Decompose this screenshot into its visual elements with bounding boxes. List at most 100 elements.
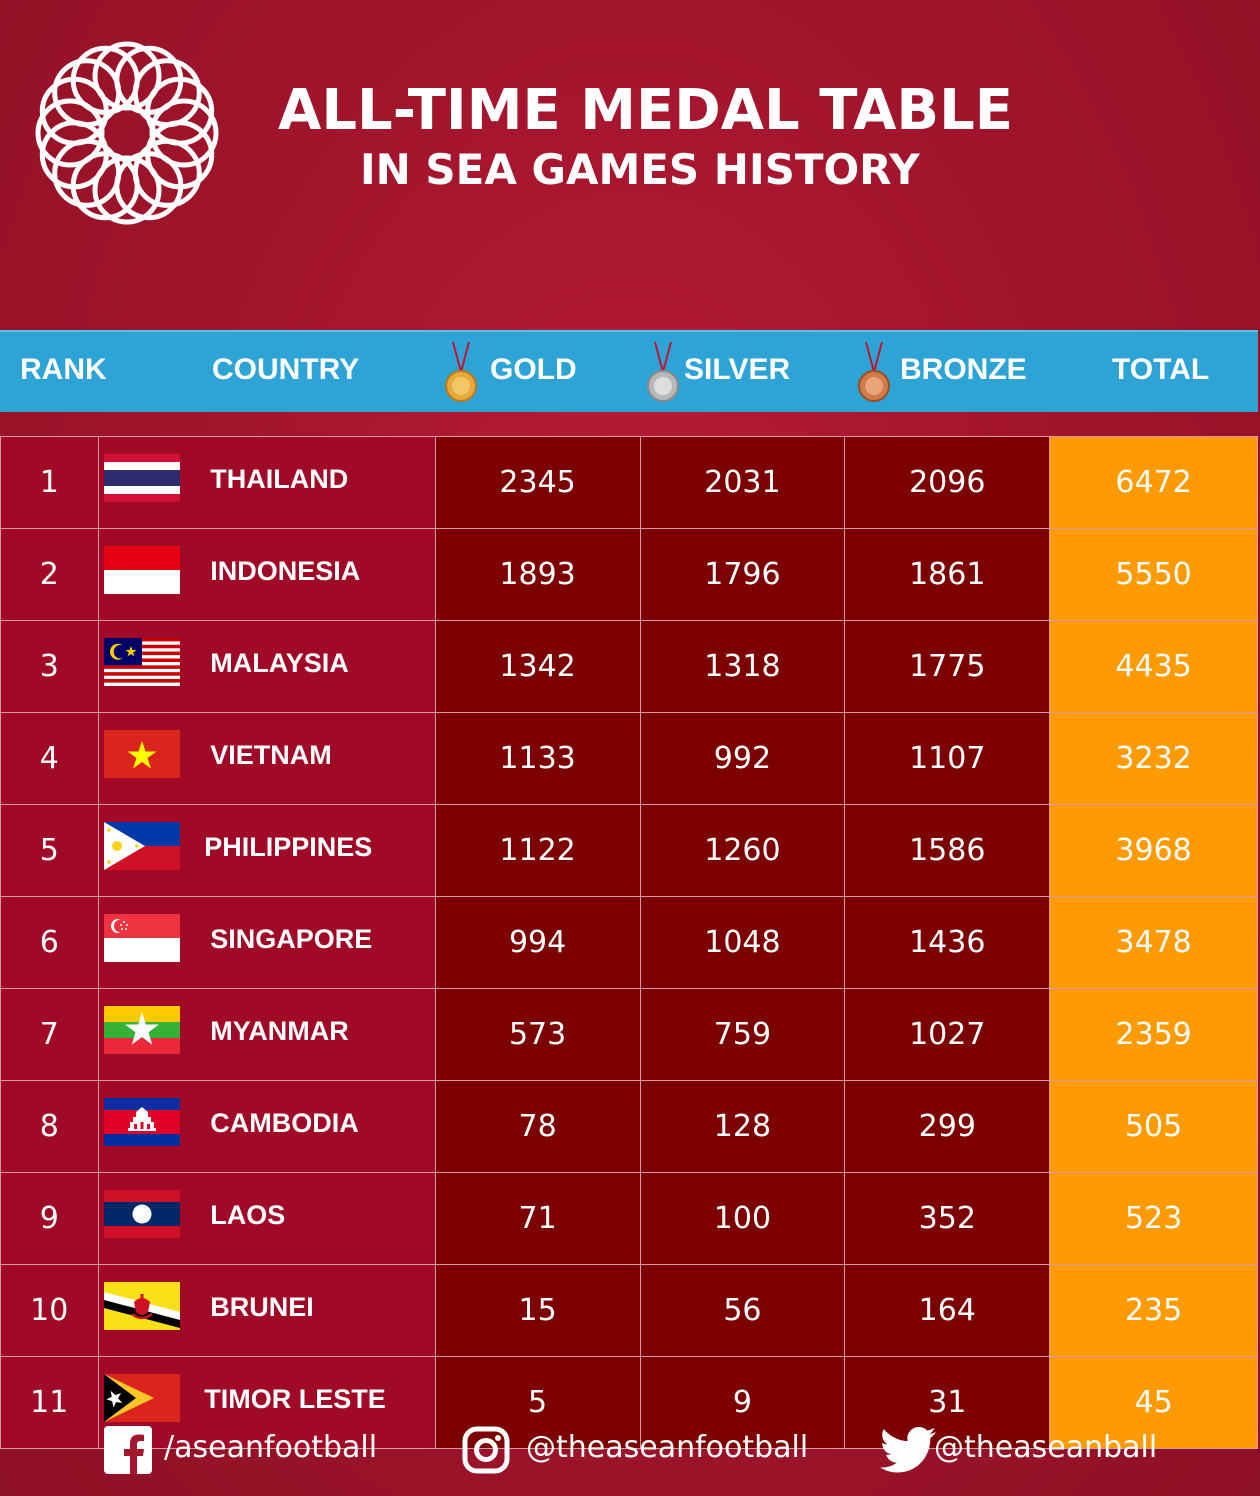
table-row: 2 INDONESIA 1893 1796 1861 5550 (0, 528, 1258, 621)
total-cell: 3968 (1049, 804, 1258, 897)
country-cell: CAMBODIA (192, 1080, 436, 1173)
rank-cell: 3 (0, 620, 99, 713)
sea-games-logo-icon (35, 41, 219, 225)
rank-cell: 5 (0, 804, 99, 897)
table-row: 7 MYANMAR 573 759 1027 2359 (0, 988, 1258, 1081)
rank-cell: 10 (0, 1264, 99, 1357)
total-cell: 523 (1049, 1172, 1258, 1265)
cambodia-flag-icon (103, 1097, 180, 1146)
country-cell: SINGAPORE (192, 896, 436, 989)
table-row: 4 VIETNAM 1133 992 1107 3232 (0, 712, 1258, 805)
gold-cell: 994 (434, 896, 641, 989)
thailand-flag-icon (103, 453, 180, 502)
gold-cell: 1122 (434, 804, 641, 897)
bronze-cell: 299 (844, 1080, 1051, 1173)
total-cell: 235 (1049, 1264, 1258, 1357)
malaysia-flag-icon (103, 637, 180, 686)
total-cell: 3232 (1049, 712, 1258, 805)
country-cell: INDONESIA (192, 528, 436, 621)
flag-cell (97, 528, 193, 621)
twitter-handle[interactable]: @theaseanball (934, 1430, 1158, 1465)
gold-cell: 1342 (434, 620, 641, 713)
bronze-cell: 1775 (844, 620, 1051, 713)
table-row: 9 LAOS 71 100 352 523 (0, 1172, 1258, 1265)
rank-cell: 2 (0, 528, 99, 621)
total-cell: 4435 (1049, 620, 1258, 713)
rank-cell: 9 (0, 1172, 99, 1265)
gold-cell: 78 (434, 1080, 641, 1173)
header-silver: SILVER (684, 353, 791, 386)
total-cell: 2359 (1049, 988, 1258, 1081)
flag-cell (97, 988, 193, 1081)
silver-cell: 9 (639, 1356, 846, 1449)
gold-cell: 1893 (434, 528, 641, 621)
silver-cell: 759 (639, 988, 846, 1081)
rank-cell: 8 (0, 1080, 99, 1173)
silver-cell: 2031 (639, 436, 846, 529)
bronze-cell: 31 (844, 1356, 1051, 1449)
total-cell: 5550 (1049, 528, 1258, 621)
bronze-cell: 2096 (844, 436, 1051, 529)
singapore-flag-icon (103, 913, 180, 962)
rank-cell: 6 (0, 896, 99, 989)
gold-cell: 2345 (434, 436, 641, 529)
table-row: 10 BRUNEI 15 56 164 235 (0, 1264, 1258, 1357)
header-country: COUNTRY (212, 353, 360, 386)
flag-cell (97, 620, 193, 713)
rank-cell: 11 (0, 1356, 99, 1449)
country-cell: VIETNAM (192, 712, 436, 805)
flag-cell (97, 896, 193, 989)
bronze-cell: 1027 (844, 988, 1051, 1081)
gold-medal-icon (445, 342, 477, 402)
silver-cell: 1318 (639, 620, 846, 713)
flag-cell (97, 1080, 193, 1173)
total-cell: 6472 (1049, 436, 1258, 529)
rank-cell: 4 (0, 712, 99, 805)
country-cell: PHILIPPINES (192, 804, 436, 897)
indonesia-flag-icon (103, 545, 180, 594)
laos-flag-icon (103, 1189, 180, 1238)
header-bronze: BRONZE (900, 353, 1027, 386)
bronze-cell: 1107 (844, 712, 1051, 805)
rank-cell: 1 (0, 436, 99, 529)
bronze-cell: 1436 (844, 896, 1051, 989)
vietnam-flag-icon (103, 729, 180, 778)
page-title: ALL-TIME MEDAL TABLE IN SEA GAMES HISTOR… (278, 78, 1018, 196)
title-line-1: ALL-TIME MEDAL TABLE (278, 78, 1014, 143)
table-row: 11 TIMOR LESTE 5 9 31 45 (0, 1356, 1258, 1449)
silver-cell: 1260 (639, 804, 846, 897)
gold-cell: 573 (434, 988, 641, 1081)
flag-cell (97, 804, 193, 897)
total-cell: 505 (1049, 1080, 1258, 1173)
facebook-icon[interactable] (104, 1426, 152, 1474)
philippines-flag-icon (103, 821, 180, 870)
country-cell: MALAYSIA (192, 620, 436, 713)
table-header: RANK COUNTRY GOLD SILVER BRONZE TOTAL (0, 330, 1258, 412)
gold-cell: 15 (434, 1264, 641, 1357)
silver-cell: 56 (639, 1264, 846, 1357)
title-line-2: IN SEA GAMES HISTORY (360, 145, 920, 194)
myanmar-flag-icon (103, 1005, 180, 1054)
country-cell: MYANMAR (192, 988, 436, 1081)
bronze-cell: 352 (844, 1172, 1051, 1265)
country-cell: BRUNEI (192, 1264, 436, 1357)
silver-medal-icon (647, 342, 679, 402)
bronze-cell: 164 (844, 1264, 1051, 1357)
table-row: 8 CAMBODIA 78 128 299 505 (0, 1080, 1258, 1173)
brunei-flag-icon (103, 1281, 180, 1330)
silver-cell: 1048 (639, 896, 846, 989)
facebook-handle[interactable]: /aseanfootball (164, 1430, 378, 1465)
flag-cell (97, 1264, 193, 1357)
bronze-medal-icon (858, 342, 890, 402)
medal-table: 1 THAILAND 2345 2031 2096 6472 2 INDONESIA 1893 1… (0, 436, 1258, 1449)
instagram-handle[interactable]: @theaseanfootball (526, 1430, 809, 1465)
table-row: 1 THAILAND 2345 2031 2096 6472 (0, 436, 1258, 529)
table-row: 5 PHILIPPINES 1122 1260 1586 3968 (0, 804, 1258, 897)
header-gold: GOLD (490, 353, 577, 386)
instagram-icon[interactable] (462, 1426, 510, 1474)
table-row: 6 SINGAPORE 994 1048 1436 3478 (0, 896, 1258, 989)
rank-cell: 7 (0, 988, 99, 1081)
twitter-icon[interactable] (880, 1426, 936, 1474)
silver-cell: 992 (639, 712, 846, 805)
bronze-cell: 1861 (844, 528, 1051, 621)
